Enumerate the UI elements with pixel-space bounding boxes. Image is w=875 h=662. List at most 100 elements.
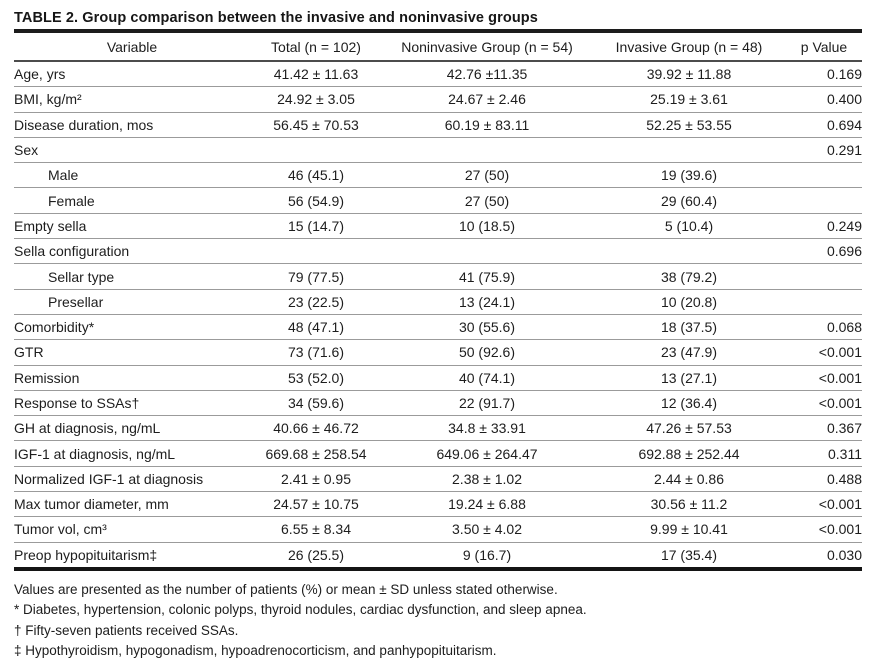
cell-noninvasive: 2.38 ± 1.02 [382, 466, 592, 493]
cell-invasive: 5 (10.4) [592, 213, 786, 240]
group-comparison-table: Variable Total (n = 102) Noninvasive Gro… [14, 29, 862, 571]
cell-noninvasive: 50 (92.6) [382, 339, 592, 366]
table-row: Comorbidity* 48 (47.1) 30 (55.6) 18 (37.5) 0… [14, 314, 862, 341]
cell-noninvasive: 30 (55.6) [382, 314, 592, 341]
cell-invasive: 19 (39.6) [592, 162, 786, 189]
cell-invasive: 13 (27.1) [592, 365, 786, 391]
cell-p-value: 0.249 [786, 213, 862, 240]
cell-noninvasive: 649.06 ± 264.47 [382, 440, 592, 467]
cell-p-value: <0.001 [786, 390, 862, 417]
footnote-line: ‡ Hypothyroidism, hypogonadism, hypoadre… [14, 643, 497, 659]
cell-p-value: 0.169 [786, 61, 862, 88]
cell-total: 34 (59.6) [250, 390, 382, 417]
row-label: Sellar type [14, 263, 250, 290]
cell-p-value: <0.001 [786, 339, 862, 366]
cell-total: 40.66 ± 46.72 [250, 415, 382, 442]
cell-total: 46 (45.1) [250, 162, 382, 189]
cell-p-value: 0.696 [786, 238, 862, 265]
row-label: Response to SSAs† [14, 390, 250, 417]
column-header-invasive: Invasive Group (n = 48) [592, 31, 786, 62]
cell-noninvasive: 41 (75.9) [382, 263, 592, 290]
cell-invasive: 692.88 ± 252.44 [592, 440, 786, 467]
cell-p-value: 0.400 [786, 86, 862, 113]
row-label: Female [14, 187, 250, 214]
table-row: Sellar type 79 (77.5) 41 (75.9) 38 (79.2) [14, 263, 862, 290]
cell-invasive: 23 (47.9) [592, 339, 786, 366]
cell-invasive: 18 (37.5) [592, 314, 786, 341]
cell-noninvasive: 22 (91.7) [382, 390, 592, 417]
cell-invasive: 29 (60.4) [592, 187, 786, 214]
cell-total: 24.57 ± 10.75 [250, 491, 382, 518]
table-title: TABLE 2. Group comparison between the in… [14, 10, 538, 26]
table-row: BMI, kg/m² 24.92 ± 3.05 24.67 ± 2.46 25.19 … [14, 86, 862, 113]
cell-total: 56 (54.9) [250, 187, 382, 214]
cell-total: 23 (22.5) [250, 289, 382, 315]
cell-total: 669.68 ± 258.54 [250, 440, 382, 467]
column-header-p-value: p Value [786, 31, 862, 62]
row-label: IGF-1 at diagnosis, ng/mL [14, 440, 250, 467]
row-label: Remission [14, 365, 250, 391]
cell-noninvasive: 27 (50) [382, 162, 592, 189]
cell-p-value: 0.030 [826, 546, 862, 563]
table-row: GTR 73 (71.6) 50 (92.6) 23 (47.9) <0.001 [14, 339, 862, 366]
cell-p-value: 0.311 [786, 440, 862, 467]
row-label: Male [14, 162, 250, 189]
cell-p-value [786, 162, 862, 189]
cell-invasive: 39.92 ± 11.88 [592, 61, 786, 88]
row-label: Empty sella [14, 213, 250, 240]
cell-noninvasive: 27 (50) [382, 187, 592, 214]
cell-invasive [592, 238, 786, 265]
cell-p-value: <0.001 [786, 491, 862, 518]
cell-p-value: 0.694 [786, 112, 862, 138]
cell-invasive: 30.56 ± 11.2 [592, 491, 786, 518]
table-row: Max tumor diameter, mm 24.57 ± 10.75 19.24… [14, 491, 862, 518]
cell-p-value [786, 263, 862, 290]
footnote-line: † Fifty-seven patients received SSAs. [14, 622, 239, 638]
cell-invasive: 25.19 ± 3.61 [592, 86, 786, 113]
table-row: Normalized IGF-1 at diagnosis 2.41 ± 0.95… [14, 466, 862, 493]
cell-total: 73 (71.6) [250, 339, 382, 366]
cell-noninvasive [382, 137, 592, 164]
header-row: Variable Total (n = 102) Noninvasive Gro… [14, 31, 862, 62]
row-label: Normalized IGF-1 at diagnosis [14, 466, 250, 493]
cell-invasive: 12 (36.4) [592, 390, 786, 417]
cell-noninvasive: 34.8 ± 33.91 [382, 415, 592, 442]
cell-p-value [786, 187, 862, 214]
footnote-line: * Diabetes, hypertension, colonic polyps… [14, 602, 587, 618]
table-row: Male 46 (45.1) 27 (50) 19 (39.6) [14, 162, 862, 189]
cell-noninvasive: 24.67 ± 2.46 [382, 86, 592, 113]
row-label: Max tumor diameter, mm [14, 491, 250, 518]
cell-invasive: 47.26 ± 57.53 [592, 415, 786, 442]
footnote-line: Values are presented as the number of pa… [14, 581, 558, 597]
row-label: Age, yrs [14, 61, 250, 88]
cell-total: 56.45 ± 70.53 [250, 112, 382, 138]
table-row: IGF-1 at diagnosis, ng/mL 669.68 ± 258.54… [14, 440, 862, 467]
table-row: Disease duration, mos 56.45 ± 70.53 60.19 … [14, 112, 862, 138]
cell-total [250, 137, 382, 164]
cell-p-value [786, 289, 862, 315]
cell-total: 6.55 ± 8.34 [250, 516, 382, 543]
cell-total: 53 (52.0) [250, 365, 382, 391]
table-row: Presellar 23 (22.5) 13 (24.1) 10 (20.8) [14, 289, 862, 315]
cell-total: 41.42 ± 11.63 [250, 61, 382, 88]
cell-p-value: 0.367 [786, 415, 862, 442]
table-row: Sella configuration 0.696 [14, 238, 862, 265]
row-label: Tumor vol, cm³ [14, 516, 250, 543]
cell-noninvasive: 9 (16.7) [462, 546, 512, 563]
table-row: Preop hypopituitarism‡ 26 (25.5) 9 (16.7) 1… [14, 542, 862, 569]
cell-p-value: 0.488 [786, 466, 862, 493]
cell-p-value: 0.068 [786, 314, 862, 341]
cell-total: 79 (77.5) [250, 263, 382, 290]
row-label: GTR [14, 339, 250, 366]
cell-total: 26 (25.5) [287, 546, 345, 563]
cell-p-value: <0.001 [786, 516, 862, 543]
cell-invasive: 10 (20.8) [592, 289, 786, 315]
row-label: Comorbidity* [14, 314, 250, 341]
table-row: Tumor vol, cm³ 6.55 ± 8.34 3.50 ± 4.02 9.99… [14, 516, 862, 543]
row-label: GH at diagnosis, ng/mL [14, 415, 250, 442]
column-header-total: Total (n = 102) [250, 31, 382, 62]
cell-total: 2.41 ± 0.95 [250, 466, 382, 493]
cell-noninvasive: 42.76 ±11.35 [382, 61, 592, 88]
table-row: Response to SSAs† 34 (59.6) 22 (91.7) 12 (3… [14, 390, 862, 417]
row-label: Preop hypopituitarism‡ [14, 546, 158, 563]
